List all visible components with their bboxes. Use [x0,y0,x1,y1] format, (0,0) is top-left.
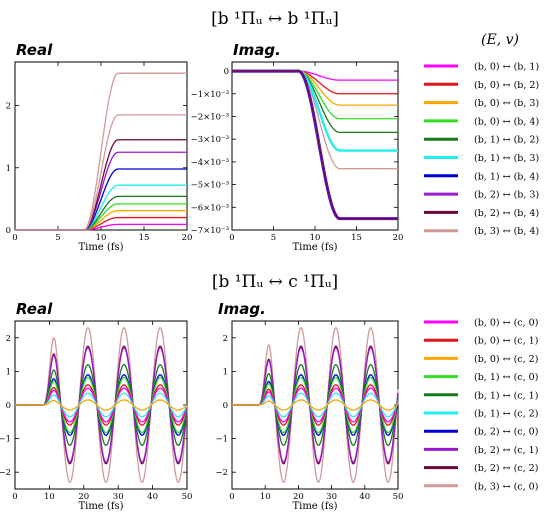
legend-entry: (b, 1) ↔ (c, 0) [474,372,538,383]
legend-entry: (b, 2) ↔ (c, 2) [474,463,538,474]
panel-title-imag-1: Imag. [233,41,281,59]
plot-bc-imag: 0 10 20 30 40 50 Time (fs) −2 −1 0 1 2 [215,320,404,512]
legend-entry: (b, 0) ↔ (b, 3) [474,98,539,109]
x-tick-label: 20 [182,233,193,243]
x-tick-label: 10 [260,492,271,502]
x-axis-label: Time (fs) [292,501,337,512]
x-axis-label: Time (fs) [78,501,123,512]
x-tick-label: 15 [139,233,150,243]
plot-bc-real: 0 10 20 30 40 50 Time (fs) −2 −1 0 1 2 [0,320,193,512]
y-tick-label: 1 [6,164,11,174]
y-tick-label: 2 [223,334,228,344]
x-tick-label: 10 [44,492,55,502]
y-tick-label: −2 [0,468,11,478]
legend-entry: (b, 1) ↔ (b, 4) [474,171,539,182]
y-tick-label: 0 [223,401,228,411]
y-tick-label: −3×10⁻³ [191,135,229,145]
y-tick-label: −5×10⁻³ [191,181,229,191]
x-tick-label: 0 [229,492,234,502]
y-tick-label: −1×10⁻³ [191,90,229,100]
y-tick-label: 1 [223,367,228,377]
y-tick-label: 2 [6,102,11,112]
y-tick-label: 1 [6,367,11,377]
legend-entry: (b, 3) ↔ (b, 4) [474,226,539,237]
series-line [15,151,187,231]
x-axis-label: Time (fs) [78,242,123,253]
legend-entry: (b, 1) ↔ (c, 1) [474,390,538,401]
section-title-bc: [b ¹Πᵤ ↔ c ¹Πᵤ] [212,272,338,292]
x-tick-label: 20 [293,492,304,502]
x-tick-label: 10 [96,233,107,243]
y-tick-label: −2 [215,468,228,478]
legend-entry: (b, 0) ↔ (c, 2) [474,354,538,365]
x-tick-label: 40 [147,492,158,502]
legend-entry: (b, 3) ↔ (c, 0) [474,481,538,492]
x-tick-label: 30 [113,492,124,502]
series-line [232,399,399,411]
plot-bb-imag: 0 5 10 15 20 Time (fs) 0 −1×10⁻³ −2×10⁻³ −3×10⁻³ −… [191,61,404,253]
panel-title-real-2: Real [16,300,53,318]
y-tick-label: −1 [215,435,228,445]
panel-title-real-1: Real [16,41,53,59]
legend-entry: (b, 1) ↔ (b, 3) [474,153,539,164]
x-tick-label: 0 [12,233,17,243]
legend-bc: (b, 0) ↔ (c, 0) (b, 0) ↔ (c, 1) (b, 0) ↔ (… [424,318,538,492]
series-line [232,70,398,220]
legend-entry: (b, 1) ↔ (b, 2) [474,135,539,146]
x-tick-label: 50 [393,492,404,502]
y-tick-label: −6×10⁻³ [191,203,229,213]
x-tick-label: 0 [12,492,17,502]
legend-entry: (b, 2) ↔ (c, 0) [474,427,538,438]
legend-entry: (b, 0) ↔ (b, 1) [474,62,539,73]
x-tick-label: 30 [326,492,337,502]
x-tick-label: 10 [310,233,321,243]
y-tick-label: 2 [6,334,11,344]
legend-entry: (b, 0) ↔ (b, 4) [474,116,539,127]
x-tick-label: 40 [359,492,370,502]
series-line [15,72,187,231]
x-tick-label: 50 [182,492,193,502]
x-tick-label: 0 [229,233,234,243]
x-tick-label: 20 [393,233,404,243]
legend-entry: (b, 0) ↔ (b, 2) [474,80,539,91]
panel-title-imag-2: Imag. [218,300,266,318]
y-tick-label: −2×10⁻³ [191,112,229,122]
legend-entry: (b, 0) ↔ (c, 0) [474,318,538,329]
legend-entry: (b, 2) ↔ (b, 4) [474,208,539,219]
y-tick-label: 0 [6,401,11,411]
legend-header: (E, v) [481,32,519,48]
x-axis-label: Time (fs) [292,242,337,253]
legend-entry: (b, 1) ↔ (c, 2) [474,409,538,420]
y-tick-label: −4×10⁻³ [191,158,229,168]
series-line [15,399,188,411]
legend-bb: (b, 0) ↔ (b, 1) (b, 0) ↔ (b, 2) (b, 0) ↔ (… [424,62,539,237]
y-tick-label: −1 [0,435,11,445]
plot-frame [14,61,188,231]
y-tick-label: 0 [224,67,229,77]
x-tick-label: 5 [55,233,60,243]
plot-bb-real: 0 5 10 15 20 Time (fs) 0 1 2 [6,61,193,253]
y-tick-label: 0 [6,226,11,236]
legend-entry: (b, 0) ↔ (c, 1) [474,336,538,347]
legend-entry: (b, 2) ↔ (b, 3) [474,190,539,201]
legend-entry: (b, 2) ↔ (c, 1) [474,445,538,456]
section-title-bb: [b ¹Πᵤ ↔ b ¹Πᵤ] [211,9,339,29]
x-tick-label: 5 [271,233,276,243]
x-tick-label: 15 [351,233,362,243]
x-tick-label: 20 [78,492,89,502]
y-tick-label: −7×10⁻³ [191,226,229,236]
